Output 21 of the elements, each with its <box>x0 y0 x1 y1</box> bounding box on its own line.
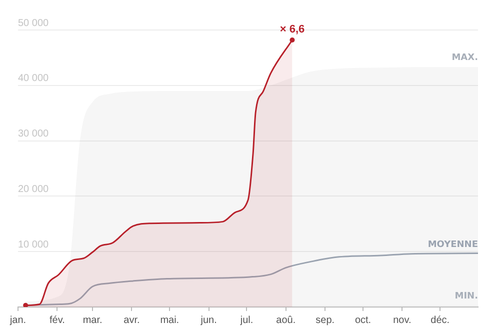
y-tick-label: 10 000 <box>18 239 50 250</box>
x-tick-label: jan. <box>8 314 26 326</box>
x-tick-label: mar. <box>82 314 102 326</box>
y-tick-label: 30 000 <box>18 128 50 140</box>
y-tick-label: 50 000 <box>18 18 50 29</box>
x-tick-label: fév. <box>49 314 65 326</box>
series-label: MOYENNE <box>428 240 478 250</box>
x-tick-label: oct. <box>354 314 372 326</box>
x-tick-label: aoû. <box>276 314 296 326</box>
y-tick-label: 40 000 <box>18 73 50 84</box>
x-tick-label: jun. <box>200 314 217 326</box>
x-tick-label: déc. <box>430 314 450 326</box>
y-tick-label: 20 000 <box>18 184 50 195</box>
x-tick-label: avr. <box>124 314 140 326</box>
annotation: MAX. <box>452 52 478 63</box>
x-tick-label: mai. <box>160 314 180 326</box>
annotation: × 6,6 <box>280 24 305 36</box>
x-tick-label: jul. <box>239 314 254 326</box>
annotation: MIN. <box>454 292 478 302</box>
x-tick-label: sep. <box>316 314 335 326</box>
x-tick-label: nov. <box>393 314 412 326</box>
